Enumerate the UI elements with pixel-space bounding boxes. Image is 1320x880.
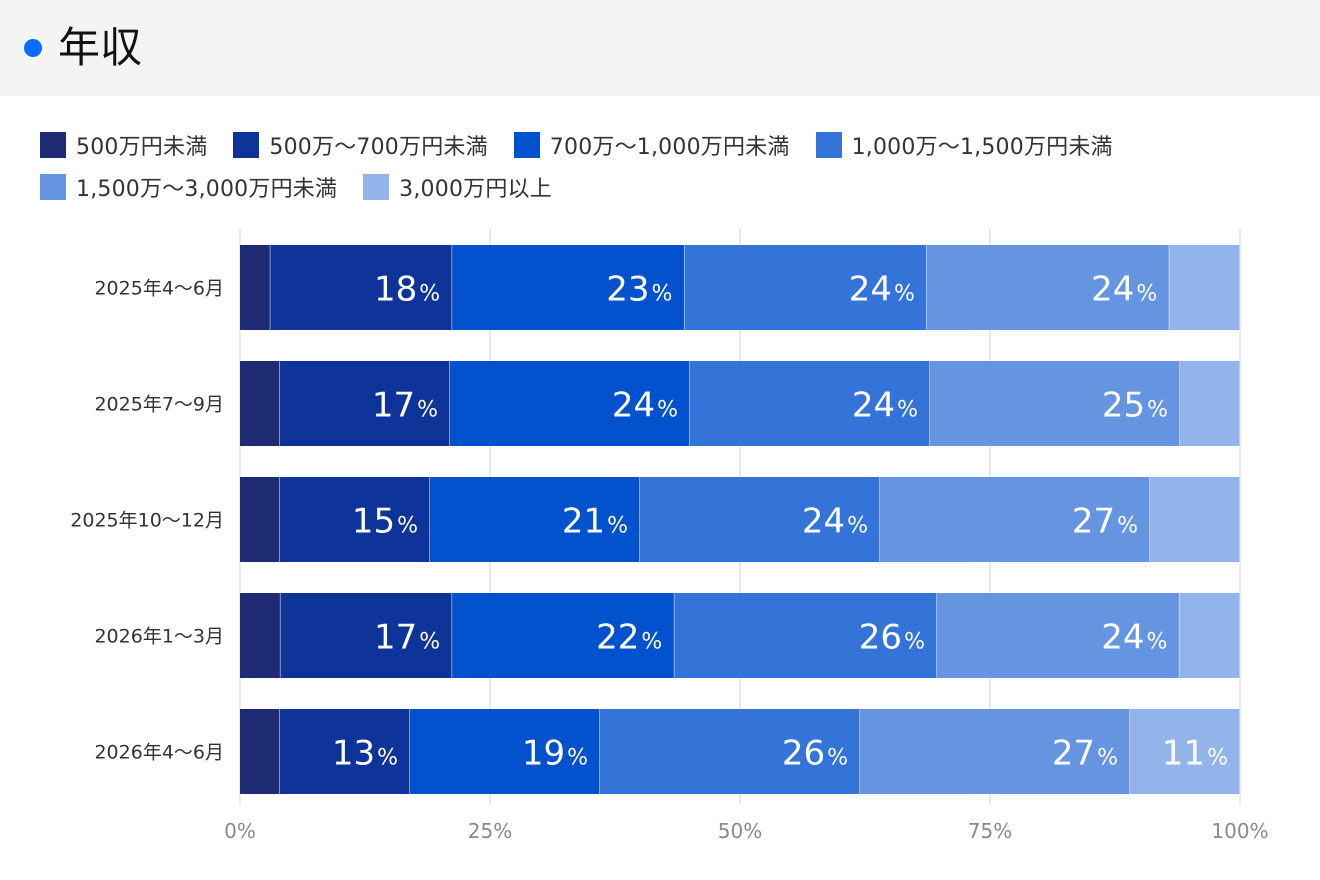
bar-segment: [600, 709, 860, 794]
legend-label: 3,000万円以上: [399, 177, 552, 202]
legend-item: 1,000万〜1,500万円未満: [815, 129, 1113, 161]
data-label: 24%: [802, 502, 868, 542]
x-tick-label: 0%: [224, 819, 256, 843]
bar-segment: [280, 477, 430, 562]
x-tick-label: 25%: [468, 819, 512, 843]
data-label: 22%: [596, 618, 662, 658]
legend-item: 500万〜700万円未満: [233, 129, 488, 161]
data-label: 19%: [522, 734, 588, 774]
data-label: 27%: [1072, 502, 1138, 542]
legend-swatch: [40, 132, 66, 158]
chart-title: 年収: [58, 23, 143, 72]
legend-swatch: [233, 132, 260, 158]
legend-label: 500万〜700万円未満: [269, 135, 488, 160]
data-label: 24%: [849, 270, 915, 310]
data-label: 15%: [352, 502, 418, 542]
data-label: 23%: [606, 270, 672, 310]
bar-segment: [1180, 361, 1240, 446]
legend-row-2: 1,500万〜3,000万円未満 3,000万円以上: [40, 166, 1290, 208]
bar-segment: [280, 593, 452, 678]
legend-row-1: 500万円未満 500万〜700万円未満 700万〜1,000万円未満 1,00…: [40, 124, 1290, 166]
legend-label: 500万円未満: [76, 135, 208, 160]
legend-swatch: [513, 132, 540, 158]
bar-segment: [410, 709, 600, 794]
data-label: 25%: [1102, 386, 1168, 426]
bar-segment: [452, 593, 674, 678]
bar-segment: [640, 477, 880, 562]
bar-segment: [450, 361, 690, 446]
bar-segment: [674, 593, 937, 678]
legend-item: 500万円未満: [40, 129, 207, 161]
x-tick-label: 75%: [968, 819, 1012, 843]
legend-label: 1,000万〜1,500万円未満: [851, 135, 1113, 160]
category-label: 2025年10〜12月: [70, 510, 224, 532]
category-label: 2026年4〜6月: [94, 742, 224, 764]
x-tick-label: 50%: [718, 819, 762, 843]
legend-swatch: [363, 174, 390, 200]
legend-swatch: [40, 174, 66, 200]
x-tick-label: 100%: [1211, 819, 1268, 843]
data-label: 24%: [1101, 618, 1167, 658]
bar-segment: [684, 245, 927, 330]
bar-segment: [1169, 245, 1240, 330]
bar-segment: [452, 245, 684, 330]
bar-segment: [1150, 477, 1240, 562]
data-label: 24%: [1091, 270, 1157, 310]
data-label: 27%: [1052, 734, 1118, 774]
chart-header: 年収: [0, 0, 1320, 96]
data-label: 18%: [374, 270, 440, 310]
bar-segment: [926, 245, 1169, 330]
legend: 500万円未満 500万〜700万円未満 700万〜1,000万円未満 1,00…: [40, 124, 1290, 208]
legend-item: 1,500万〜3,000万円未満: [40, 171, 337, 203]
data-label: 17%: [374, 618, 440, 658]
category-label: 2025年7〜9月: [94, 394, 224, 416]
bar-segment: [1130, 709, 1240, 794]
bar-segment: [270, 245, 452, 330]
bar-segment: [240, 593, 280, 678]
accent-dot: [24, 39, 42, 57]
data-label: 26%: [782, 734, 848, 774]
category-label: 2025年4〜6月: [94, 278, 224, 300]
bar-segment: [936, 593, 1179, 678]
bar-segment: [280, 709, 410, 794]
bar-segment: [1179, 593, 1240, 678]
bar-segment: [240, 361, 280, 446]
legend-swatch: [815, 132, 842, 158]
data-label: 13%: [332, 734, 398, 774]
bar-segment: [880, 477, 1150, 562]
bar-segment: [690, 361, 930, 446]
data-label: 24%: [612, 386, 678, 426]
category-label: 2026年1〜3月: [94, 626, 224, 648]
legend-item: 700万〜1,000万円未満: [513, 129, 790, 161]
bar-segment: [240, 245, 270, 330]
legend-label: 700万〜1,000万円未満: [549, 135, 790, 160]
data-label: 21%: [562, 502, 628, 542]
bar-segment: [280, 361, 450, 446]
data-label: 17%: [372, 386, 438, 426]
data-label: 26%: [859, 618, 925, 658]
legend-label: 1,500万〜3,000万円未満: [76, 177, 338, 202]
bar-segment: [240, 709, 280, 794]
legend-item: 3,000万円以上: [363, 171, 552, 203]
bar-segment: [430, 477, 640, 562]
bar-segment: [240, 477, 280, 562]
bar-segment: [860, 709, 1130, 794]
data-label: 11%: [1162, 734, 1228, 774]
bar-segment: [930, 361, 1180, 446]
data-label: 24%: [852, 386, 918, 426]
